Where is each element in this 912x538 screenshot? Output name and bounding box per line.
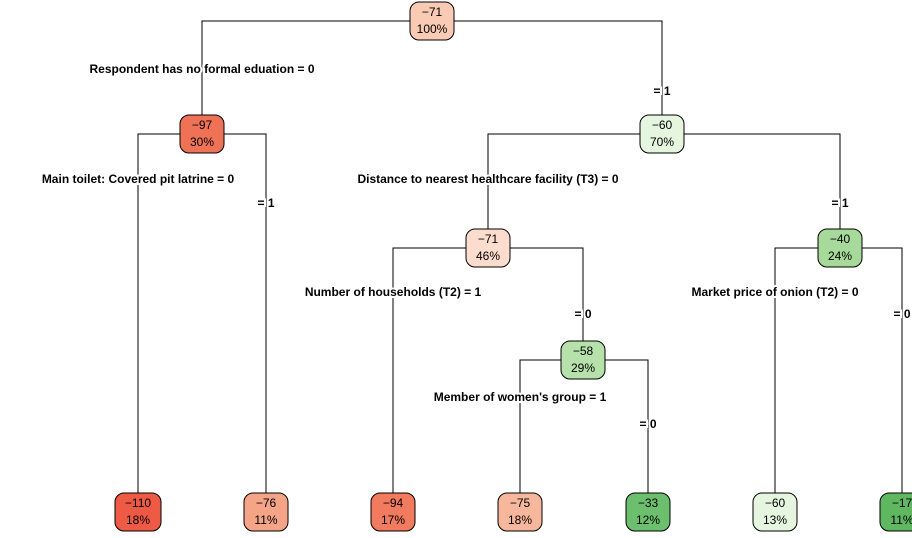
- split-label: = 1: [831, 196, 848, 210]
- node-value: −97: [192, 118, 213, 132]
- edge: [137, 133, 267, 493]
- node-percent: 29%: [571, 361, 595, 375]
- node-box: [409, 1, 455, 41]
- split-label: = 1: [653, 84, 670, 98]
- node-box: [879, 492, 912, 532]
- node-value: −60: [765, 496, 786, 510]
- node-percent: 46%: [476, 249, 500, 263]
- node-percent: 13%: [763, 513, 787, 527]
- node-value: −94: [383, 496, 404, 510]
- node-value: −71: [422, 5, 443, 19]
- node-value: −75: [510, 496, 531, 510]
- node-value: −60: [652, 118, 673, 132]
- node-box: [114, 492, 162, 532]
- node-percent: 12%: [636, 513, 660, 527]
- node-percent: 17%: [381, 513, 405, 527]
- node-box: [465, 228, 511, 268]
- node-box: [639, 114, 685, 154]
- node-value: −17: [892, 496, 912, 510]
- node-percent: 18%: [508, 513, 532, 527]
- node-box: [752, 492, 798, 532]
- node-percent: 70%: [650, 135, 674, 149]
- node-percent: 100%: [417, 22, 448, 36]
- node-value: −40: [830, 232, 851, 246]
- split-label: Number of households (T2) = 1: [305, 285, 482, 299]
- node-percent: 24%: [828, 249, 852, 263]
- node-box: [817, 228, 863, 268]
- split-label: Distance to nearest healthcare facility …: [357, 172, 618, 186]
- split-label: = 0: [893, 307, 910, 321]
- node-box: [560, 340, 606, 380]
- split-label: Respondent has no formal eduation = 0: [89, 62, 314, 76]
- split-label: Member of women's group = 1: [434, 390, 607, 404]
- node-box: [243, 492, 289, 532]
- split-label: = 1: [257, 196, 274, 210]
- node-box: [370, 492, 416, 532]
- node-percent: 11%: [890, 513, 912, 527]
- node-value: −58: [573, 344, 594, 358]
- split-label: = 0: [639, 417, 656, 431]
- node-percent: 18%: [126, 513, 150, 527]
- split-label: Main toilet: Covered pit latrine = 0: [42, 172, 235, 186]
- node-value: −76: [256, 496, 277, 510]
- node-percent: 30%: [190, 135, 214, 149]
- edge: [519, 359, 649, 493]
- node-box: [497, 492, 543, 532]
- node-percent: 11%: [254, 513, 277, 527]
- node-box: [625, 492, 671, 532]
- node-value: −110: [125, 496, 151, 510]
- split-label: = 0: [574, 307, 591, 321]
- node-value: −71: [478, 232, 499, 246]
- node-box: [179, 114, 225, 154]
- node-value: −33: [638, 496, 659, 510]
- split-label: Market price of onion (T2) = 0: [691, 285, 858, 299]
